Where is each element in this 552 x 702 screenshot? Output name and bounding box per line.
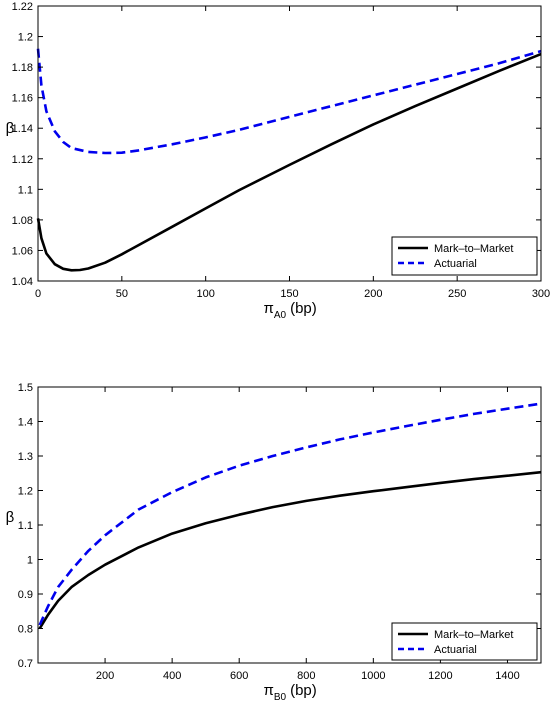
x-axis-label: πA0 (bp)	[264, 300, 317, 321]
series-line-actuarial	[36, 48, 542, 155]
plot-frame	[37, 386, 542, 664]
y-tick-label: 1.16	[12, 93, 33, 105]
x-axis-label: πB0 (bp)	[264, 682, 317, 702]
y-tick-label: 1.14	[12, 123, 33, 135]
legend: Mark–to–Market Actuarial	[391, 622, 538, 661]
y-tick-label: 1.3	[18, 451, 33, 463]
y-tick-label: 1.2	[18, 32, 33, 44]
y-tick-label: 1.12	[12, 154, 33, 166]
series-line-mark-to-market	[38, 470, 542, 630]
x-tick-label: 250	[448, 288, 466, 300]
y-tick-label: 1.2	[18, 486, 33, 498]
legend-label-actuarial: Actuarial	[434, 258, 477, 270]
y-axis-label: β	[6, 509, 15, 526]
y-tick-label: 1.1	[18, 520, 33, 532]
x-axis-label-symbol: π	[264, 300, 274, 317]
y-tick-label: 1.06	[12, 245, 33, 257]
y-tick-label: 1.4	[18, 417, 33, 429]
x-tick-label: 1000	[361, 670, 385, 682]
legend-label-mark-to-market: Mark–to–Market	[434, 243, 513, 255]
x-tick-label: 100	[196, 288, 214, 300]
x-tick-label: 0	[35, 288, 41, 300]
legend-label-mark-to-market: Mark–to–Market	[434, 629, 513, 641]
x-axis-label-symbol: π	[264, 682, 274, 699]
y-tick-label: 1	[27, 555, 33, 567]
x-tick-label: 1200	[428, 670, 452, 682]
y-tick-label: 1.04	[12, 276, 33, 288]
y-tick-label: 1.22	[12, 1, 33, 13]
x-tick-label: 150	[280, 288, 298, 300]
x-axis-label-unit: (bp)	[290, 300, 317, 317]
legend: Mark–to–Market Actuarial	[391, 236, 538, 276]
x-tick-label: 600	[230, 670, 248, 682]
chart-1: 0 50 100 150 200 250 300 1.04 1.06 1.08 1.1 1.12 1.1…	[6, 1, 551, 321]
x-axis-label-subscript: B0	[274, 692, 287, 702]
x-axis-label-unit: (bp)	[290, 682, 317, 699]
y-tick-label: 1.1	[18, 184, 33, 196]
y-tick-label: 1.18	[12, 62, 33, 74]
x-tick-label: 200	[364, 288, 382, 300]
x-tick-label: 800	[297, 670, 315, 682]
y-axis-label: β	[6, 120, 15, 137]
y-tick-label: 0.7	[18, 658, 33, 670]
x-tick-label: 300	[532, 288, 550, 300]
y-tick-label: 0.8	[18, 624, 33, 636]
x-tick-label: 1400	[495, 670, 519, 682]
y-tick-label: 1.08	[12, 215, 33, 227]
x-tick-label: 400	[163, 670, 181, 682]
x-tick-label: 50	[116, 288, 128, 300]
legend-box	[391, 236, 538, 276]
chart-2: 200 400 600 800 1000 1200 1400 0.7 0.8 0.9 1 1.1 1.2…	[6, 382, 542, 702]
series-line-actuarial	[38, 402, 542, 626]
legend-label-actuarial: Actuarial	[434, 644, 477, 656]
y-tick-label: 0.9	[18, 589, 33, 601]
x-tick-label: 200	[96, 670, 114, 682]
series-line-mark-to-market	[36, 52, 542, 272]
x-axis-label-subscript: A0	[274, 310, 287, 321]
legend-box	[391, 622, 538, 661]
y-tick-label: 1.5	[18, 382, 33, 394]
